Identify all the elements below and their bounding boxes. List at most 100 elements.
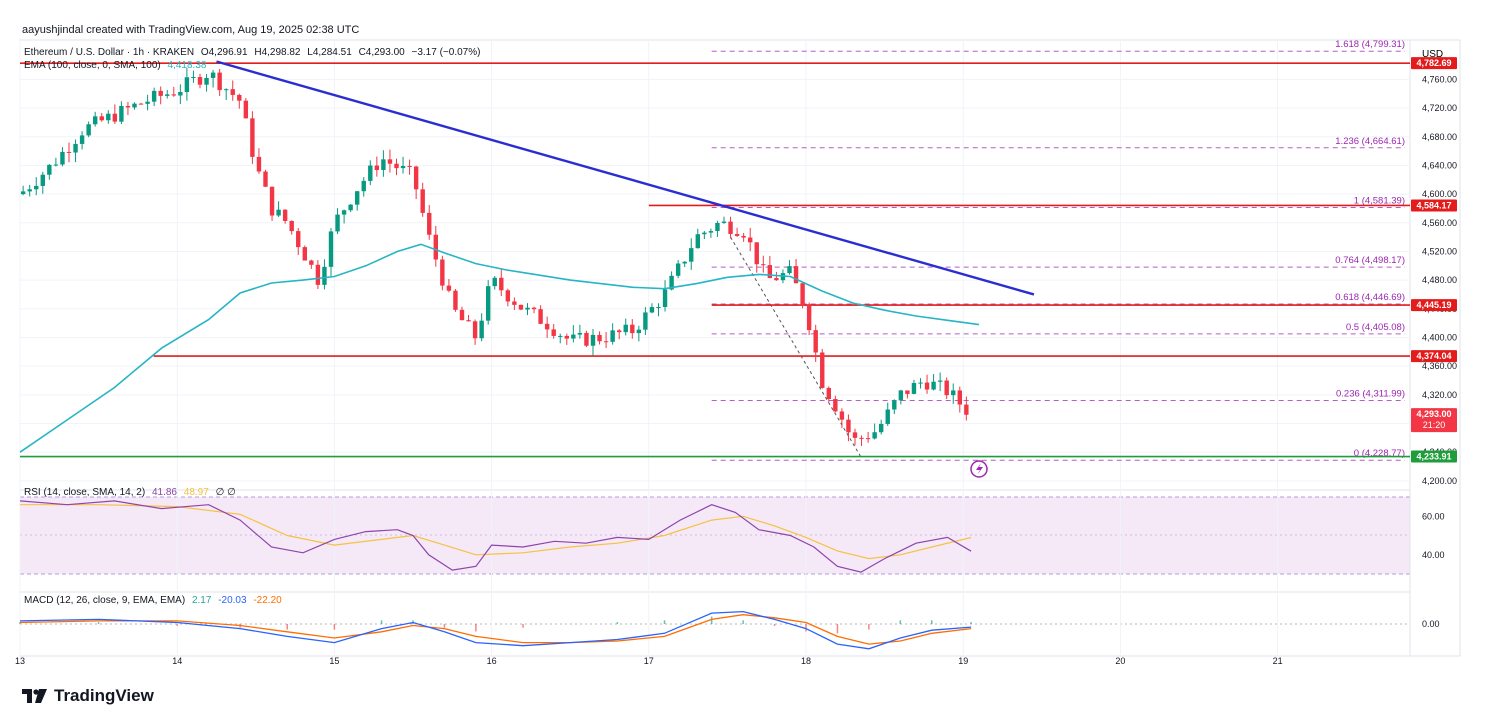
candle-down [256,156,262,172]
candle-down [171,94,176,96]
candle-up [178,92,183,96]
candle-down [420,189,425,213]
ohlc-low: L4,284.51 [307,47,352,58]
price-series [19,243,980,453]
level-badge [1411,299,1457,312]
level-badge [1411,450,1457,463]
fibonacci-levels: 1.618 (4,799.31) 1.236 (4,664.61) 1 (4,581… [711,39,1405,461]
candle-down [99,116,104,121]
candle-down [197,77,203,85]
rsi-pane [19,500,972,573]
candle-up [689,248,694,262]
rsi-value: 41.86 [151,487,177,498]
candle-down [597,334,602,342]
ema-label: EMA (100, close, 0, SMA, 100) [24,60,161,71]
level-badge [1411,199,1457,212]
candle-up [73,143,78,153]
level-label: 4,782.69 [1416,58,1451,68]
macd-legend[interactable]: MACD (12, 26, close, 9, EMA, EMA) 2.17 -… [24,595,286,606]
candle-down [833,398,838,412]
candle-up [636,329,642,334]
candle-up [210,72,216,78]
macd-value: -20.03 [218,595,247,606]
countdown-label: 21:20 [1423,420,1446,430]
candles [20,67,969,446]
fib-level-label: 0.618 (4,446.69) [1335,292,1405,303]
ohlc-close: C4,293.00 [358,47,405,58]
rsi-tick-label: 40.00 [1422,550,1445,560]
candle-down [440,259,445,286]
x-tick-label: 20 [1115,656,1125,666]
brand-name: TradingView [54,686,154,705]
candle-down [453,290,458,310]
candle-up [898,390,904,401]
candle-up [708,231,714,233]
ema-value: 4,418.38 [167,60,207,71]
candle-up [191,77,196,79]
macd-label: MACD (12, 26, close, 9, EMA, EMA) [24,595,186,606]
candle-up [571,334,576,339]
rsi-label: RSI (14, close, SMA, 14, 2) [24,487,146,498]
currency-label: USD [1422,49,1443,60]
rsi-extra: ∅ ∅ [215,487,236,498]
level-label: 4,374.04 [1416,351,1451,361]
candle-down [846,419,851,433]
candle-down [315,264,321,285]
symbol-legend[interactable]: Ethereum / U.S. Dollar · 1h · KRAKEN O4,… [24,47,484,58]
candle-up [623,324,628,333]
candle-down [793,266,799,284]
candle-up [47,164,52,175]
y-tick-label: 4,560.00 [1422,218,1457,228]
candle-down [66,151,72,153]
candle-down [459,309,465,321]
tradingview-logo[interactable]: TradingView [22,686,154,706]
candle-down [289,220,294,232]
candle-up [184,77,190,93]
candle-down [296,231,301,248]
candle-down [125,105,131,108]
candle-up [656,306,661,308]
candle-down [957,390,962,405]
chart-credit: aayushjindal created with TradingView.co… [22,24,360,36]
candle-up [27,189,32,192]
candle-up [361,180,366,192]
price-axis[interactable] [1409,39,1461,657]
rsi-ma-line [20,504,972,560]
candle-down [964,404,969,415]
candle-down [905,390,910,394]
macd-tick-label: 0.00 [1422,619,1440,629]
candle-down [250,118,255,157]
candle-down [865,438,871,440]
candle-up [86,124,91,136]
rsi-ma-value: 48.97 [183,487,209,498]
candle-down [584,332,589,346]
ema-legend[interactable]: EMA (100, close, 0, SMA, 100) 4,418.38 [24,60,210,71]
candle-up [400,165,406,169]
y-tick-label: 4,760.00 [1422,74,1457,84]
candle-up [577,332,583,335]
x-tick-label: 15 [329,656,339,666]
candle-down [774,278,779,281]
candle-down [427,212,432,235]
candle-up [492,277,497,287]
level-label: 4,584.17 [1416,200,1451,210]
fib-level-label: 1 (4,581.39) [1354,195,1405,206]
lightning-icon[interactable] [970,460,988,478]
rsi-tick-label: 60.00 [1422,511,1445,521]
candle-up [79,135,85,144]
candle-up [151,90,157,102]
candle-up [715,222,720,232]
x-tick-label: 13 [15,656,25,666]
fib-anchor-line [730,236,862,458]
x-tick-label: 19 [958,656,968,666]
x-tick-label: 18 [801,656,811,666]
candle-down [551,329,556,336]
rsi-legend[interactable]: RSI (14, close, SMA, 14, 2) 41.86 48.97 … [24,487,240,498]
candle-up [40,174,45,186]
ohlc-high: H4,298.82 [254,47,301,58]
tradingview-icon [22,689,47,703]
level-label: 4,233.91 [1416,452,1451,462]
fib-level-label: 0 (4,228.77) [1354,448,1405,459]
x-tick-label: 21 [1273,656,1283,666]
